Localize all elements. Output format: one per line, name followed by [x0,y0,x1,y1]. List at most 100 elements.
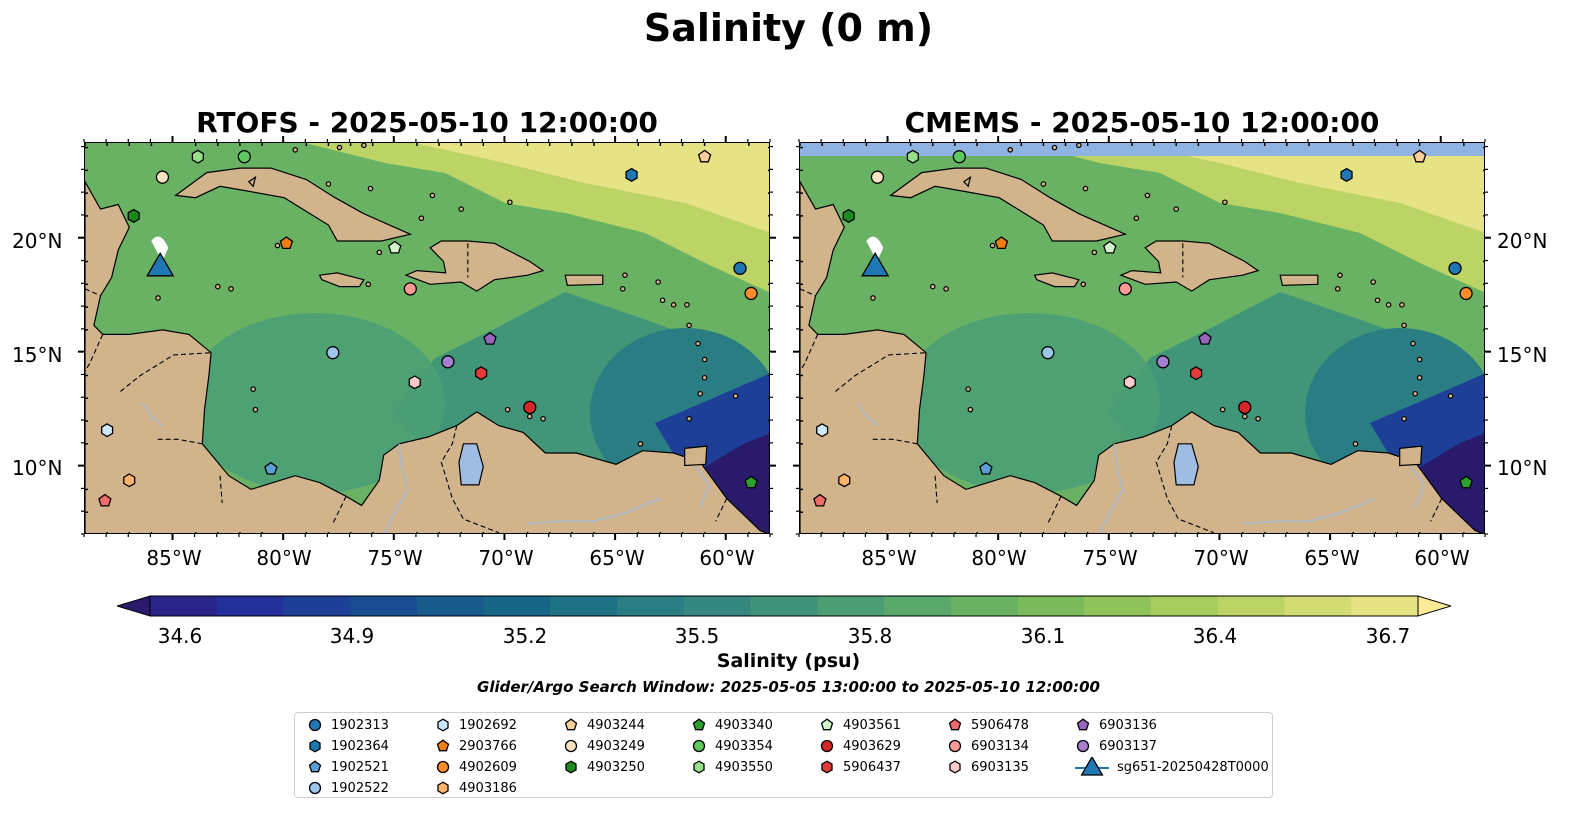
float-marker-1902522 [1041,346,1055,360]
circle-marker-icon [436,760,450,774]
float-marker-5906478 [98,493,112,507]
country-border [870,438,918,445]
colorbar-segment [750,596,818,616]
island [376,249,383,256]
pentagon-marker-icon [692,718,706,731]
legend-label: 1902522 [331,780,389,796]
island [458,206,464,212]
legend-label: 4902609 [459,759,517,775]
legend-label: 5906478 [971,717,1029,733]
island [655,279,661,285]
legend-item: sg651-20250428T0000 [1075,757,1269,777]
lon-label-85w: 85°W [146,546,202,570]
lat-label-20n-right: 20°N [1497,229,1548,253]
lat-label-10n-right: 10°N [1497,456,1548,480]
colorbar-segment [617,596,685,616]
salinity-map [85,143,769,533]
lat-label-15n-right: 15°N [1497,343,1548,367]
colorbar-segment [416,596,485,616]
legend-item: 6903134 [947,736,1029,756]
island [686,322,692,329]
island [1040,181,1047,187]
colorbar-tick: 35.5 [674,624,720,648]
hexagon-marker-icon [437,781,449,795]
colorbar-segment [550,596,618,616]
colorbar-segment [817,596,885,616]
island [1051,144,1058,151]
float-marker-4903250 [842,208,855,223]
float-marker-2903766 [279,236,294,250]
float-marker-5906437 [1190,366,1203,381]
legend-label: 4903250 [587,759,645,775]
circle-marker-icon [1076,739,1090,753]
lake-maracaibo [1173,443,1199,486]
island [1416,356,1423,363]
search-window-text: Glider/Argo Search Window: 2025-05-05 13… [477,678,1100,696]
pentagon-marker-icon [1076,718,1090,731]
float-marker-4902609 [744,286,758,301]
colorbar-segment [1017,596,1085,616]
colorbar-extend-high [1417,595,1451,617]
land-mass [889,167,1128,242]
masked-area [866,236,884,262]
float-marker-4903561 [1103,240,1117,254]
lon-label-70w: 70°W [1193,546,1249,570]
country-border [219,475,223,504]
rtofs-panel-title: RTOFS - 2025-05-10 12:00:00 [196,106,658,139]
island [1144,192,1151,199]
legend-label: 1902313 [331,717,389,733]
legend-label: 4903244 [587,717,645,733]
country-border [1155,425,1214,533]
legend-item: 1902313 [307,715,389,735]
land-mass [800,180,1483,533]
hexagon-marker-icon [309,739,321,753]
island [1401,415,1407,422]
island [684,302,690,308]
island [336,144,343,151]
island [504,406,511,413]
island [1173,206,1179,212]
float-marker-1902692 [816,423,829,438]
salinity-map [800,143,1484,533]
island [507,199,513,206]
colorbar-segment [1217,596,1286,616]
salinity-eddy-field [900,313,1160,493]
float-marker-1902521 [979,461,993,475]
country-border [934,475,938,504]
legend-item: 6903135 [947,757,1029,777]
legend-label: 1902364 [331,738,389,754]
legend-item: 4903249 [563,736,645,756]
colorbar-tick: 36.4 [1192,624,1238,648]
float-marker-5906437 [475,366,488,381]
island [1374,297,1381,304]
island [870,295,876,301]
country-border [1047,496,1062,524]
legend-item: 1902521 [307,757,389,777]
island [989,242,996,249]
island [214,283,221,290]
colorbar-segment [483,596,552,616]
circle-marker-icon [564,739,578,753]
lat-label-15n-left: 15°N [12,343,63,367]
legend-item: 4903561 [819,715,901,735]
pentagon-marker-icon [308,760,322,773]
legend-item: 6903136 [1075,715,1157,735]
float-marker-4903629 [1238,400,1252,415]
colorbar-segment [1084,596,1152,616]
island [1080,281,1087,288]
colorbar-segment [1151,596,1219,616]
colorbar-segment [150,596,218,616]
legend-label: 2903766 [459,738,517,754]
lon-label-60w: 60°W [699,546,755,570]
land-mass [1399,445,1423,467]
hexagon-marker-icon [949,760,961,774]
legend-label: 6903135 [971,759,1029,775]
river [1242,497,1376,525]
island [365,281,372,288]
float-marker-4903249 [870,170,885,184]
island [540,415,546,422]
island [418,215,425,222]
legend-item: 1902522 [307,778,389,798]
lon-label-75w: 75°W [1082,546,1138,570]
land-mass [318,272,365,288]
